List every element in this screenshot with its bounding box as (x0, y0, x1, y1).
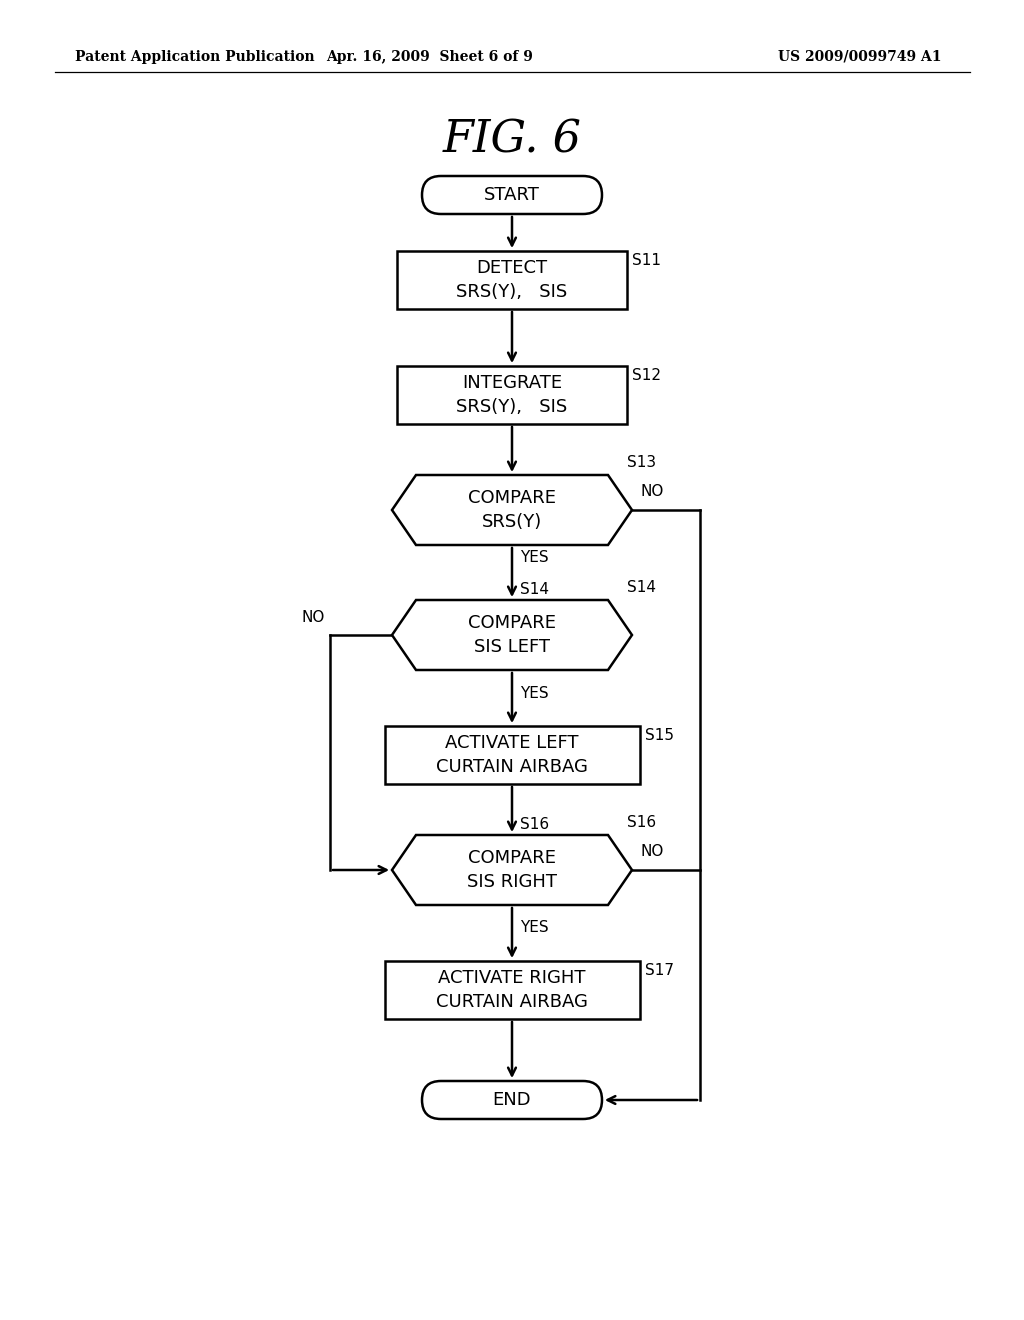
Text: NO: NO (640, 845, 664, 859)
Text: ACTIVATE RIGHT: ACTIVATE RIGHT (438, 969, 586, 987)
Text: S14: S14 (520, 582, 549, 597)
Polygon shape (392, 475, 632, 545)
Bar (397, 251, 627, 309)
Text: SIS LEFT: SIS LEFT (474, 638, 550, 656)
Text: S17: S17 (644, 964, 674, 978)
Polygon shape (392, 836, 632, 906)
Text: ACTIVATE LEFT: ACTIVATE LEFT (445, 734, 579, 752)
Text: NO: NO (302, 610, 325, 624)
Text: SRS(Y),   SIS: SRS(Y), SIS (457, 399, 567, 416)
Text: SRS(Y),   SIS: SRS(Y), SIS (457, 282, 567, 301)
Text: INTEGRATE: INTEGRATE (462, 374, 562, 392)
Text: YES: YES (520, 920, 549, 936)
Text: Patent Application Publication: Patent Application Publication (75, 50, 314, 63)
Text: COMPARE: COMPARE (468, 614, 556, 632)
Text: S12: S12 (632, 368, 662, 383)
Text: YES: YES (520, 685, 549, 701)
Text: NO: NO (640, 484, 664, 499)
Text: END: END (493, 1092, 531, 1109)
Polygon shape (392, 601, 632, 671)
Text: SIS RIGHT: SIS RIGHT (467, 873, 557, 891)
Text: DETECT: DETECT (476, 259, 548, 277)
Text: S11: S11 (632, 253, 662, 268)
Text: S13: S13 (627, 455, 656, 470)
Text: S15: S15 (644, 729, 674, 743)
Text: US 2009/0099749 A1: US 2009/0099749 A1 (778, 50, 942, 63)
Text: Apr. 16, 2009  Sheet 6 of 9: Apr. 16, 2009 Sheet 6 of 9 (327, 50, 534, 63)
Text: SRS(Y): SRS(Y) (482, 513, 542, 531)
Bar (384, 726, 640, 784)
Text: S16: S16 (520, 817, 549, 832)
Text: START: START (484, 186, 540, 205)
Bar (397, 366, 627, 424)
FancyBboxPatch shape (422, 176, 602, 214)
Text: COMPARE: COMPARE (468, 488, 556, 507)
Text: S14: S14 (627, 579, 656, 595)
Text: YES: YES (520, 549, 549, 565)
Text: FIG. 6: FIG. 6 (442, 119, 582, 161)
Text: COMPARE: COMPARE (468, 849, 556, 867)
Text: S16: S16 (627, 814, 656, 830)
Text: CURTAIN AIRBAG: CURTAIN AIRBAG (436, 758, 588, 776)
Bar (384, 961, 640, 1019)
FancyBboxPatch shape (422, 1081, 602, 1119)
Text: CURTAIN AIRBAG: CURTAIN AIRBAG (436, 993, 588, 1011)
